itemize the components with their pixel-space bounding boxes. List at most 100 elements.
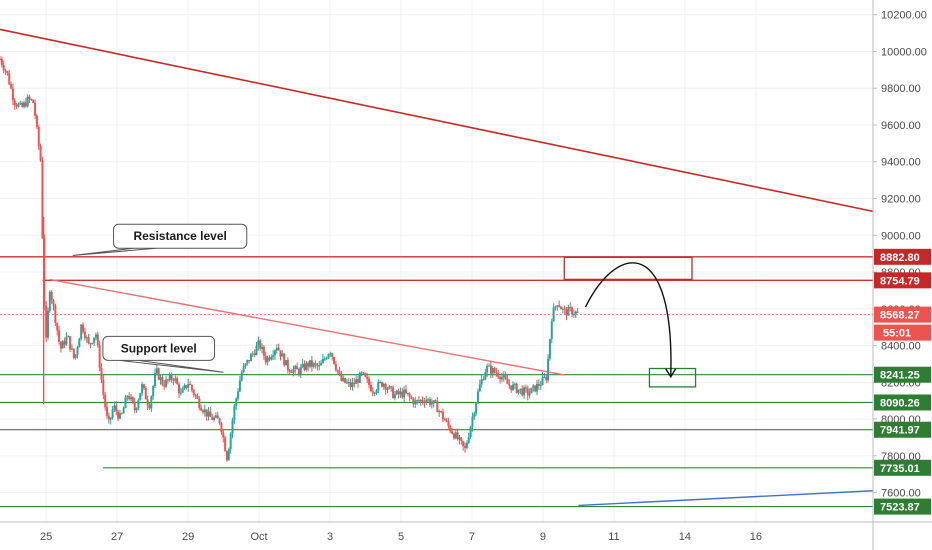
candle-body (368, 379, 371, 386)
trend-lines (0, 28, 874, 507)
candle-body (152, 386, 155, 397)
candle-body (94, 334, 97, 338)
candle-body (107, 415, 110, 420)
candle-body (447, 421, 450, 426)
candle-body (159, 377, 162, 380)
callout-box (102, 335, 216, 361)
candle-body (467, 437, 470, 443)
candle-body (242, 366, 245, 373)
resistance-price-label: 8754.79 (874, 272, 931, 289)
candle-body (393, 394, 396, 399)
candle-body (384, 383, 387, 390)
candle-body (502, 375, 505, 378)
y-tick-label: 9400.00 (881, 157, 921, 169)
candle-body (216, 415, 219, 419)
candle-body (168, 375, 171, 381)
support-price-label: 7523.87 (874, 498, 931, 515)
y-tick-label: 10000.00 (881, 46, 927, 58)
candle-body (45, 305, 48, 338)
candle-body (283, 353, 286, 366)
candle-body (190, 385, 193, 390)
y-tick-label: 9000.00 (881, 230, 921, 242)
candle-body (559, 306, 562, 310)
candle-body (176, 378, 179, 385)
candle-body (347, 382, 350, 384)
candle-body (488, 365, 491, 367)
candle-body (403, 389, 406, 398)
resistance-price-label-text: 8754.79 (880, 275, 920, 287)
candle-body (19, 102, 22, 104)
candle-body (312, 363, 315, 367)
candle-body (369, 385, 372, 392)
projection-path (584, 262, 677, 379)
candle-body (452, 433, 455, 439)
candle-body (438, 411, 441, 413)
candle-body (24, 102, 27, 107)
candle-body (380, 382, 383, 387)
candle-body (100, 367, 103, 380)
candle-body (532, 385, 535, 388)
support-price-label-bg (874, 421, 931, 438)
candle-body (85, 337, 88, 339)
candle-body (233, 405, 236, 421)
candle-body (22, 102, 25, 107)
candle-body (21, 102, 24, 107)
candle-body (321, 358, 324, 363)
candle-body (155, 368, 158, 374)
candle-body (543, 376, 546, 378)
target-box (648, 367, 697, 388)
candle-body (58, 330, 61, 342)
candle-body (342, 378, 345, 381)
candle-body (237, 391, 240, 399)
candle-body (524, 387, 527, 389)
candle-body (70, 348, 73, 350)
candle-body (69, 336, 72, 350)
candle-body (207, 411, 210, 417)
candle-body (257, 340, 260, 346)
candle-body (541, 377, 544, 386)
candle-body (327, 354, 330, 359)
candle-body (440, 411, 443, 413)
x-tick-label: 5 (398, 531, 404, 543)
candle-body (305, 362, 308, 370)
candle-body (0, 58, 3, 65)
candle-body (355, 379, 358, 384)
candle-body (248, 359, 251, 362)
candle-body (135, 407, 138, 411)
candle-body (281, 353, 284, 357)
candle-body (410, 397, 413, 399)
candle-body (277, 347, 280, 351)
candle-body (495, 372, 498, 374)
candle-body (213, 417, 216, 420)
candle-body (279, 350, 282, 357)
candle-body (2, 64, 5, 71)
candle-body (377, 382, 380, 391)
candle-body (388, 386, 391, 389)
candle-body (456, 432, 459, 440)
support-price-label: 8090.26 (874, 394, 931, 411)
candle-body (471, 417, 474, 427)
candle-body (441, 411, 444, 420)
candle-body (229, 433, 232, 450)
candle-body (539, 385, 542, 387)
candle-body (161, 377, 164, 385)
candle-body (534, 385, 537, 392)
candle-body (46, 310, 49, 338)
resistance-price-label: 8882.80 (874, 248, 931, 265)
candle-body (480, 379, 483, 385)
candle-body (128, 395, 131, 400)
candle-body (109, 417, 112, 420)
candle-body (26, 96, 29, 107)
candle-body (189, 383, 192, 386)
candle-body (523, 387, 526, 396)
candle-body (462, 440, 465, 447)
candle-body (196, 395, 199, 399)
candle-body (39, 145, 42, 161)
candle-body (484, 372, 487, 380)
candle-body (454, 432, 457, 439)
y-tick-label: 7600.00 (881, 488, 921, 500)
candle-body (235, 398, 238, 406)
x-tick-label: Oct (250, 531, 267, 543)
candle-body (224, 437, 227, 452)
